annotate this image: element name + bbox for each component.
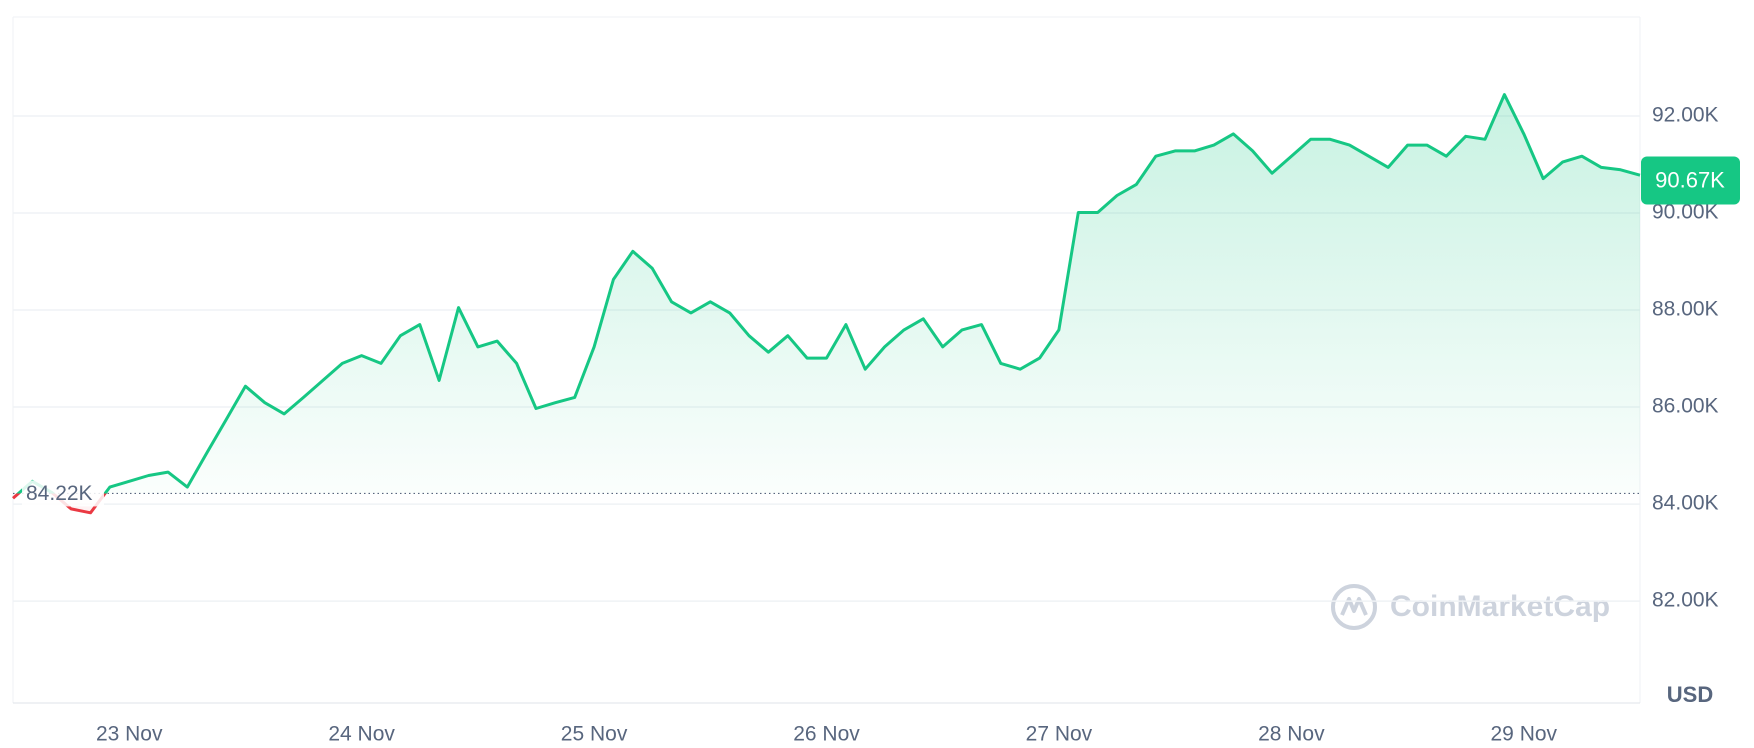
y-axis-label: USD [1667,682,1713,707]
price-line [12,93,1641,515]
price-area [13,94,1640,513]
watermark-logo [1331,584,1377,630]
reference-label-bg [22,480,104,507]
last-price-label: 90.67K [1655,167,1725,192]
reference-label: 84.22K [26,482,93,505]
y-tick-label: 82.00K [1652,589,1719,612]
x-tick-label: 25 Nov [561,723,628,746]
watermark-logo-mark [1340,597,1368,616]
x-tick-label: 28 Nov [1258,723,1325,746]
x-tick-label: 26 Nov [793,723,860,746]
x-tick-label: 29 Nov [1491,723,1558,746]
watermark: CoinMarketCap [1331,584,1610,630]
y-tick-label: 92.00K [1652,104,1719,127]
last-price-badge [1641,156,1740,205]
y-tick-label: 86.00K [1652,395,1719,418]
watermark-text: CoinMarketCap [1390,590,1610,623]
y-tick-label: 84.00K [1652,492,1719,515]
y-tick-label: 88.00K [1652,298,1719,321]
x-tick-label: 27 Nov [1026,723,1093,746]
x-tick-label: 24 Nov [328,723,395,746]
y-tick-label: 90.00K [1652,201,1719,224]
x-tick-label: 23 Nov [96,723,163,746]
